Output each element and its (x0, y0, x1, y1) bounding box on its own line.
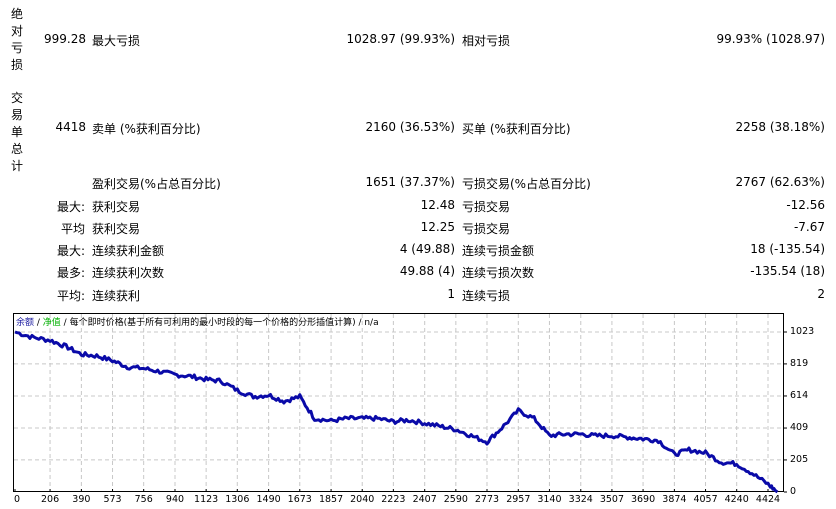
buy-trades-value: 2258 (38.18%) (735, 120, 825, 134)
balance-chart (13, 313, 784, 492)
sell-trades-value: 2160 (36.53%) (365, 120, 455, 134)
absolute-drawdown-value: 999.28 (44, 32, 86, 46)
legend-sep: / (60, 318, 70, 328)
x-tick-label: 390 (72, 494, 91, 505)
stats-left-value: 12.48 (420, 198, 455, 212)
stats-left-label: 获利交易 (92, 200, 141, 214)
x-tick-label: 756 (134, 494, 153, 505)
relative-drawdown-value: 99.93% (1028.97) (716, 32, 825, 46)
stats-left-label: 连续获利金额 (92, 244, 165, 258)
x-tick-label: 1123 (194, 494, 219, 505)
x-tick-label: 3690 (630, 494, 656, 505)
stats-right-label: 亏损交易 (462, 200, 511, 214)
x-tick-label: 2773 (474, 494, 500, 505)
x-tick-label: 2223 (381, 494, 406, 505)
x-tick-label: 1306 (225, 494, 250, 505)
stats-left-value: 4 (49.88) (399, 242, 455, 256)
stats-left-value: 49.88 (4) (399, 264, 455, 278)
stats-left-label: 连续获利次数 (92, 266, 165, 280)
x-tick-label: 1490 (256, 494, 281, 505)
stats-right-value: -12.56 (786, 198, 825, 212)
total-trades-value: 4418 (55, 120, 86, 134)
stats-left-label: 获利交易 (92, 222, 141, 236)
stats-left-value: 1651 (37.37%) (365, 175, 455, 189)
buy-trades-label: 买单 (%获利百分比) (462, 122, 571, 136)
y-tick-label: 1023 (790, 326, 815, 337)
y-tick-label: 409 (790, 422, 809, 434)
x-tick-label: 940 (165, 494, 185, 505)
x-tick-label: 3874 (662, 494, 687, 505)
stats-right-value: 2 (817, 287, 825, 301)
x-tick-label: 2957 (506, 494, 531, 505)
stats-right-value: -135.54 (18) (750, 264, 825, 278)
stats-right-label: 连续亏损 (462, 289, 511, 303)
x-tick-label: 1673 (287, 494, 312, 505)
chart-legend: 余额 / 净值 / 每个即时价格(基于所有可利用的最小时段的每一个价格的分形插值… (16, 315, 379, 328)
stats-left-label: 连续获利 (92, 289, 141, 303)
y-tick-label: 0 (790, 486, 797, 497)
x-tick-label: 206 (40, 494, 60, 505)
stats-left-value: 12.25 (420, 220, 455, 234)
x-tick-label: 0 (13, 494, 21, 505)
stats-right-label: 亏损交易 (462, 222, 511, 236)
legend-sep: / (34, 318, 43, 328)
sell-trades-label: 卖单 (%获利百分比) (92, 122, 201, 136)
x-tick-label: 573 (103, 494, 122, 505)
y-tick-label: 819 (790, 357, 809, 369)
stats-prefix: 最大: (56, 244, 85, 258)
max-drawdown-label: 最大亏损 (92, 34, 141, 48)
absolute-drawdown-label: 绝对亏损 (10, 7, 23, 72)
legend-balance: 余额 (16, 318, 35, 328)
max-drawdown-value: 1028.97 (99.93%) (346, 32, 455, 46)
x-tick-label: 1857 (318, 494, 344, 505)
x-tick-label: 4424 (755, 494, 781, 505)
relative-drawdown-label: 相对亏损 (462, 34, 511, 48)
stats-right-value: -7.67 (793, 220, 825, 234)
stats-right-value: 18 (-135.54) (750, 242, 825, 256)
y-tick-label: 205 (790, 453, 809, 465)
stats-left-value: 1 (447, 287, 455, 301)
x-tick-label: 4057 (693, 494, 718, 505)
stats-right-label: 连续亏损金额 (462, 244, 535, 258)
x-tick-label: 2590 (443, 494, 468, 505)
y-tick-label: 614 (790, 389, 809, 401)
legend-description: 每个即时价格(基于所有可利用的最小时段的每一个价格的分形插值计算) / n/a (69, 318, 379, 328)
stats-prefix: 最大: (56, 200, 85, 214)
x-tick-label: 3324 (568, 494, 593, 505)
total-trades-label: 交易单总计 (10, 91, 23, 173)
x-tick-label: 4240 (724, 494, 749, 505)
stats-right-label: 连续亏损次数 (462, 266, 535, 280)
balance-line (14, 330, 779, 494)
stats-right-value: 2767 (62.63%) (735, 175, 825, 189)
stats-right-label: 亏损交易(%占总百分比) (462, 177, 591, 191)
x-tick-label: 2407 (412, 494, 437, 505)
legend-equity: 净值 (42, 318, 61, 328)
stats-prefix: 平均: (56, 289, 85, 303)
x-tick-label: 3140 (537, 494, 562, 505)
stats-prefix: 平均 (60, 222, 85, 236)
stats-prefix: 最多: (56, 266, 85, 280)
stats-left-label: 盈利交易(%占总百分比) (92, 177, 221, 191)
x-tick-label: 3507 (599, 494, 624, 505)
x-tick-label: 2040 (350, 494, 375, 505)
